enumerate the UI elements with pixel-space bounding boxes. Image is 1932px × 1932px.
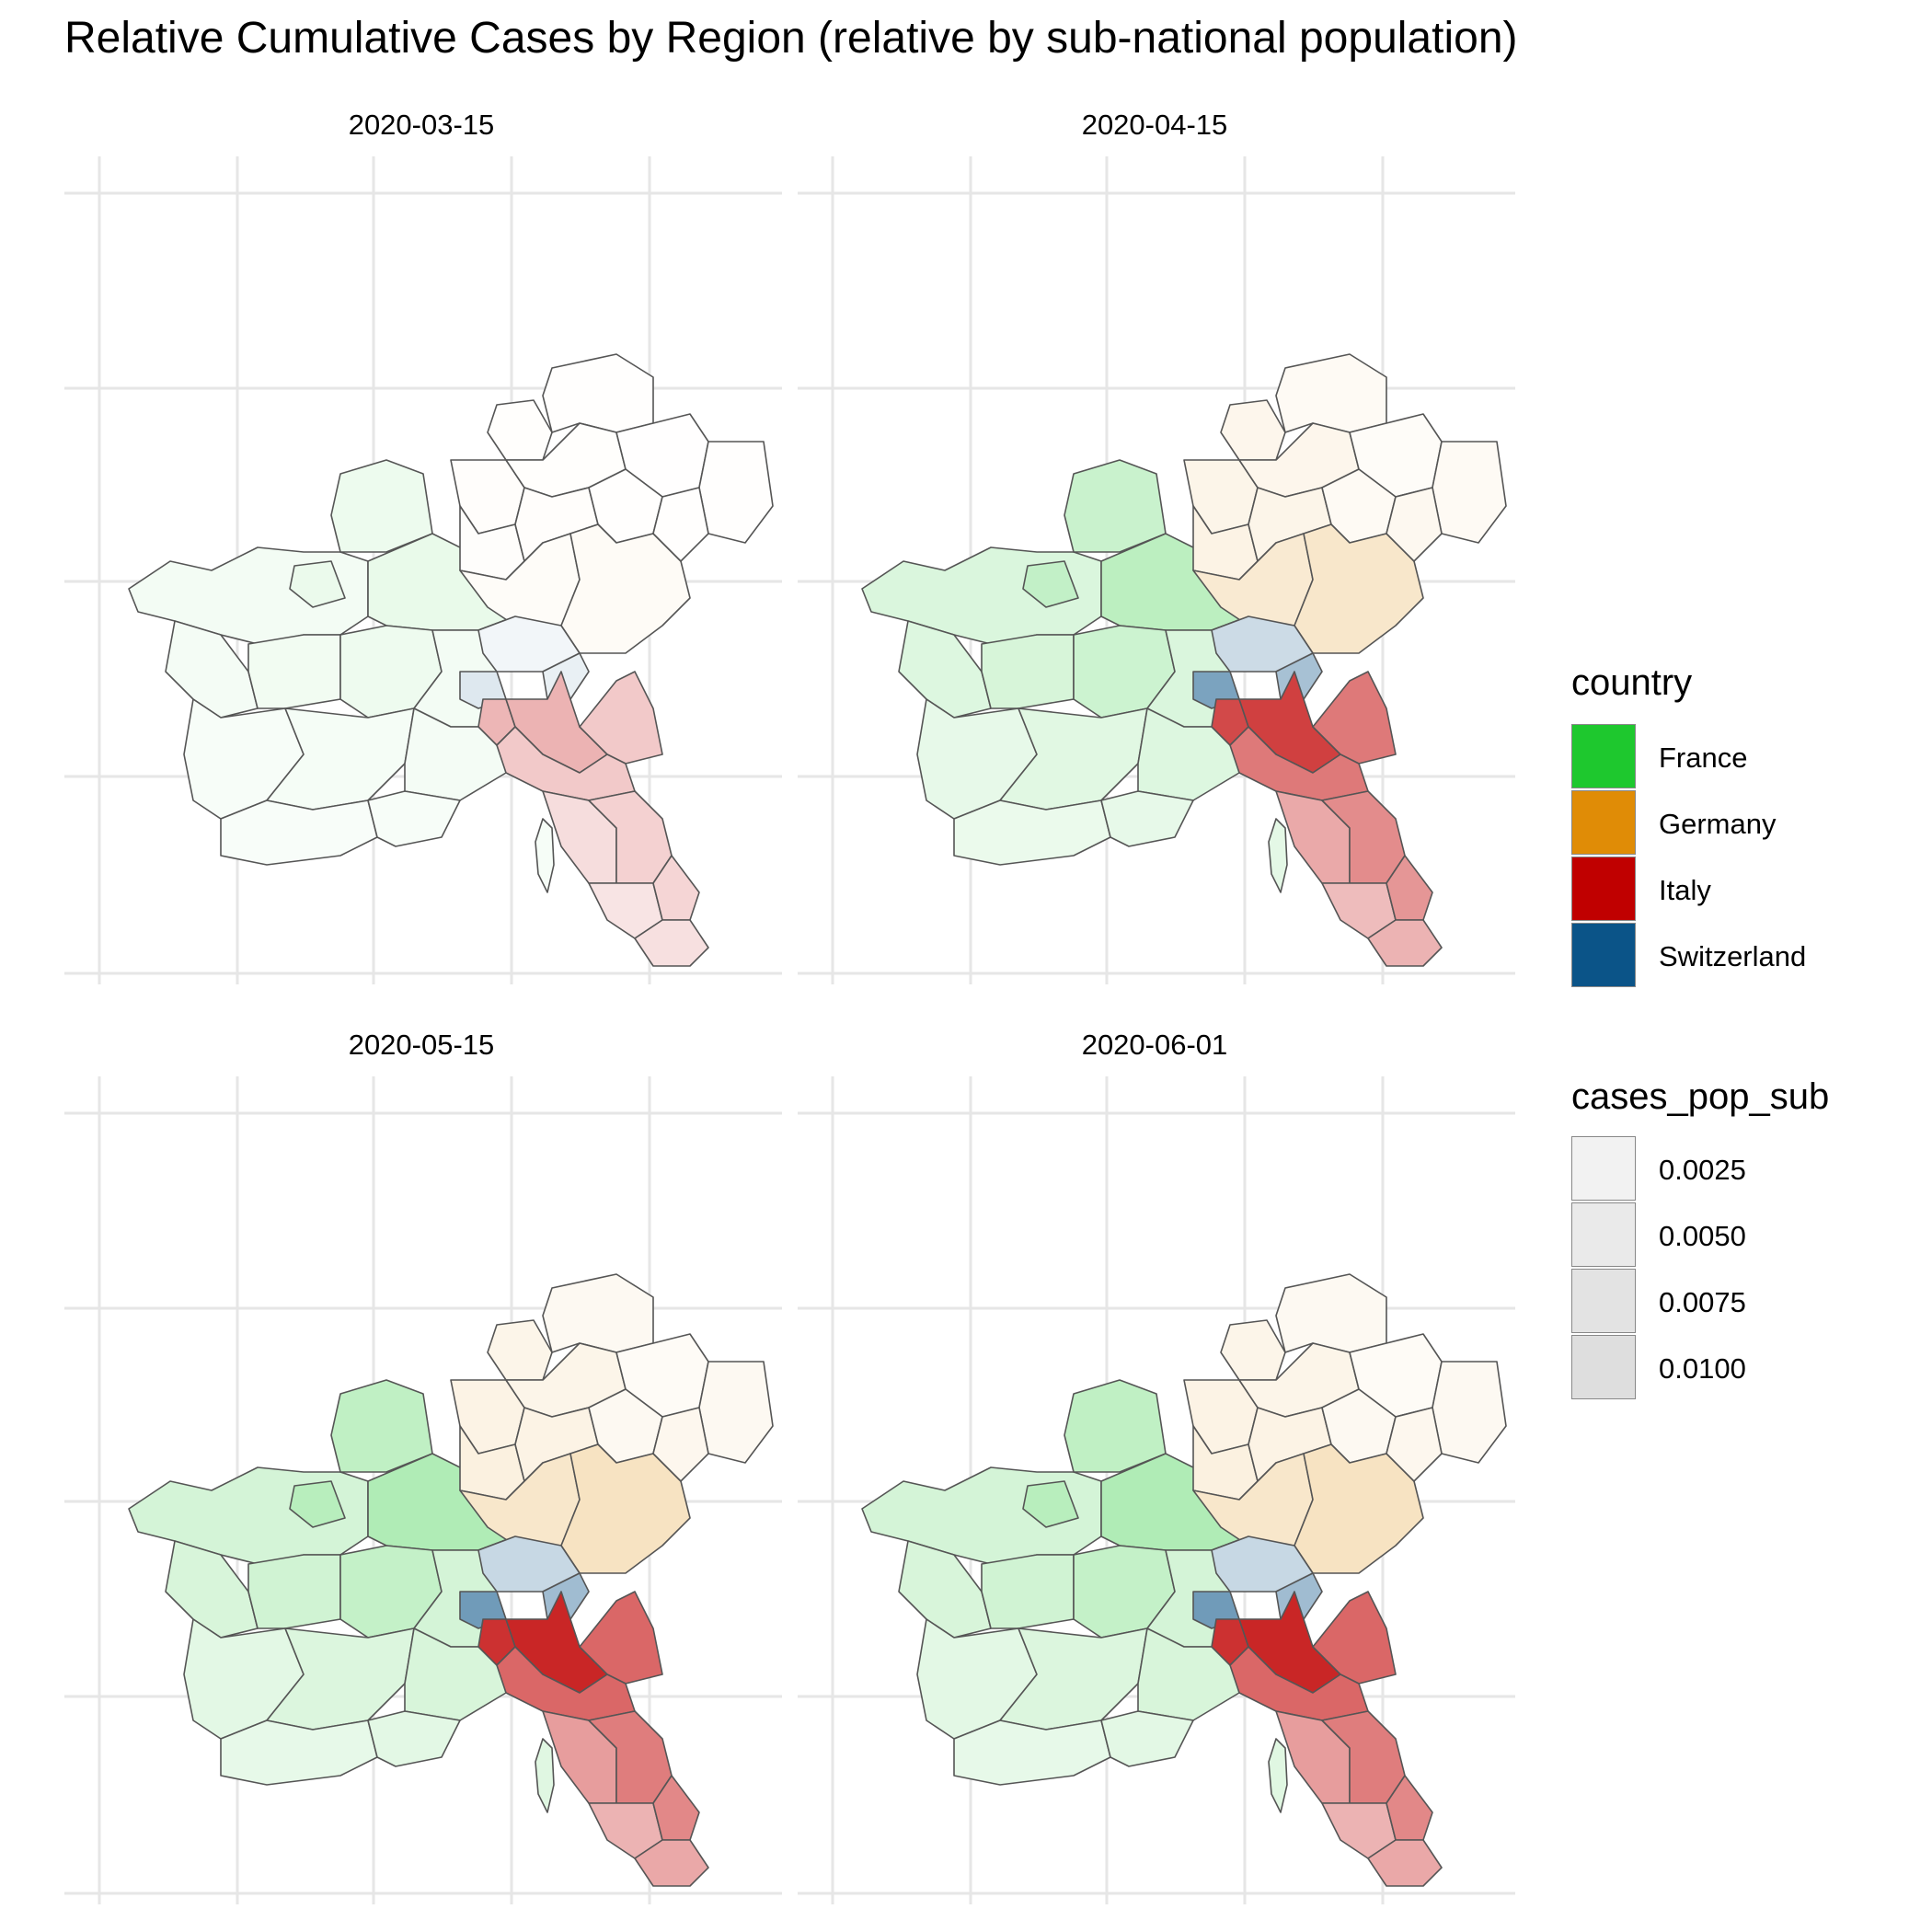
legend-key-cases-4 [1571, 1335, 1636, 1399]
map-panel-2 [798, 156, 1515, 984]
legend-label-switzerland: Switzerland [1659, 940, 1807, 972]
legend-label-cases-4: 0.0100 [1659, 1352, 1746, 1385]
region-france-12 [367, 790, 461, 847]
region-france-4 [165, 1540, 259, 1639]
legend-key-cases-3 [1571, 1269, 1636, 1333]
region-france-10 [404, 707, 507, 801]
region-italy-37 [1367, 1839, 1443, 1887]
region-germany-25 [1386, 487, 1443, 562]
region-france-4 [898, 1540, 992, 1639]
region-germany-24 [698, 441, 774, 544]
region-france-1 [330, 1379, 433, 1473]
region-italy-32 [496, 1646, 636, 1721]
region-france-1 [1064, 1379, 1167, 1473]
legend-label-cases-2: 0.0050 [1659, 1220, 1746, 1252]
region-germany-23 [560, 523, 691, 654]
region-france-10 [1137, 1627, 1240, 1721]
region-france-11 [220, 1719, 378, 1786]
region-italy-32 [496, 726, 636, 801]
region-germany-25 [652, 1407, 709, 1482]
region-germany-24 [698, 1361, 774, 1464]
region-france-13 [535, 818, 555, 893]
legend-key-cases-1 [1571, 1136, 1636, 1201]
region-france-1 [330, 459, 433, 553]
facet-title-4: 2020-06-01 [1081, 1029, 1228, 1061]
legend-label-cases-3: 0.0075 [1659, 1286, 1746, 1318]
legend-key-france [1571, 724, 1636, 788]
region-germany-24 [1432, 1361, 1507, 1464]
region-france-2 [1022, 560, 1079, 608]
region-germany-15 [1275, 1273, 1387, 1353]
region-france-5 [247, 634, 341, 709]
facet-title-2: 2020-04-15 [1081, 109, 1228, 141]
region-france-11 [953, 799, 1111, 866]
region-germany-14 [487, 399, 553, 461]
region-germany-23 [1294, 1443, 1424, 1574]
region-germany-15 [1275, 353, 1387, 433]
region-france-11 [220, 799, 378, 866]
legend-key-germany [1571, 790, 1636, 855]
legend-country-title: country [1571, 662, 1693, 703]
region-germany-25 [1386, 1407, 1443, 1482]
legend-label-france: France [1659, 742, 1748, 774]
region-italy-32 [1229, 726, 1369, 801]
region-italy-36 [1386, 1775, 1433, 1841]
region-france-12 [367, 1710, 461, 1767]
region-germany-23 [560, 1443, 691, 1574]
region-france-13 [535, 1738, 555, 1813]
legend-key-italy [1571, 857, 1636, 921]
region-italy-32 [1229, 1646, 1369, 1721]
region-france-4 [165, 620, 259, 719]
facet-title-1: 2020-03-15 [348, 109, 495, 141]
region-france-13 [1268, 1738, 1288, 1813]
region-france-4 [898, 620, 992, 719]
region-france-2 [289, 560, 346, 608]
region-italy-37 [634, 919, 709, 967]
region-italy-37 [634, 1839, 709, 1887]
region-france-2 [289, 1480, 346, 1528]
region-france-12 [1100, 1710, 1194, 1767]
legend-label-cases-1: 0.0025 [1659, 1154, 1746, 1186]
legend-label-germany: Germany [1659, 808, 1777, 840]
legend-key-cases-2 [1571, 1202, 1636, 1267]
region-germany-15 [542, 1273, 654, 1353]
region-italy-37 [1367, 919, 1443, 967]
region-italy-36 [652, 855, 700, 921]
region-france-2 [1022, 1480, 1079, 1528]
region-italy-36 [652, 1775, 700, 1841]
region-france-12 [1100, 790, 1194, 847]
legend-key-switzerland [1571, 923, 1636, 987]
map-panel-3 [64, 1076, 782, 1904]
region-france-11 [953, 1719, 1111, 1786]
region-italy-36 [1386, 855, 1433, 921]
legend-label-italy: Italy [1659, 874, 1711, 906]
facet-title-3: 2020-05-15 [348, 1029, 495, 1061]
map-panel-1 [64, 156, 782, 984]
chart-title: Relative Cumulative Cases by Region (rel… [64, 14, 1518, 63]
legend-cases-title: cases_pop_sub [1571, 1076, 1830, 1117]
region-france-13 [1268, 818, 1288, 893]
region-france-10 [404, 1627, 507, 1721]
region-germany-24 [1432, 441, 1507, 544]
region-germany-14 [1220, 1319, 1286, 1381]
region-france-10 [1137, 707, 1240, 801]
region-germany-23 [1294, 523, 1424, 654]
region-germany-14 [1220, 399, 1286, 461]
region-france-5 [247, 1554, 341, 1629]
region-france-5 [981, 1554, 1075, 1629]
region-france-1 [1064, 459, 1167, 553]
region-germany-14 [487, 1319, 553, 1381]
region-france-5 [981, 634, 1075, 709]
map-panel-4 [798, 1076, 1515, 1904]
region-germany-25 [652, 487, 709, 562]
region-germany-15 [542, 353, 654, 433]
